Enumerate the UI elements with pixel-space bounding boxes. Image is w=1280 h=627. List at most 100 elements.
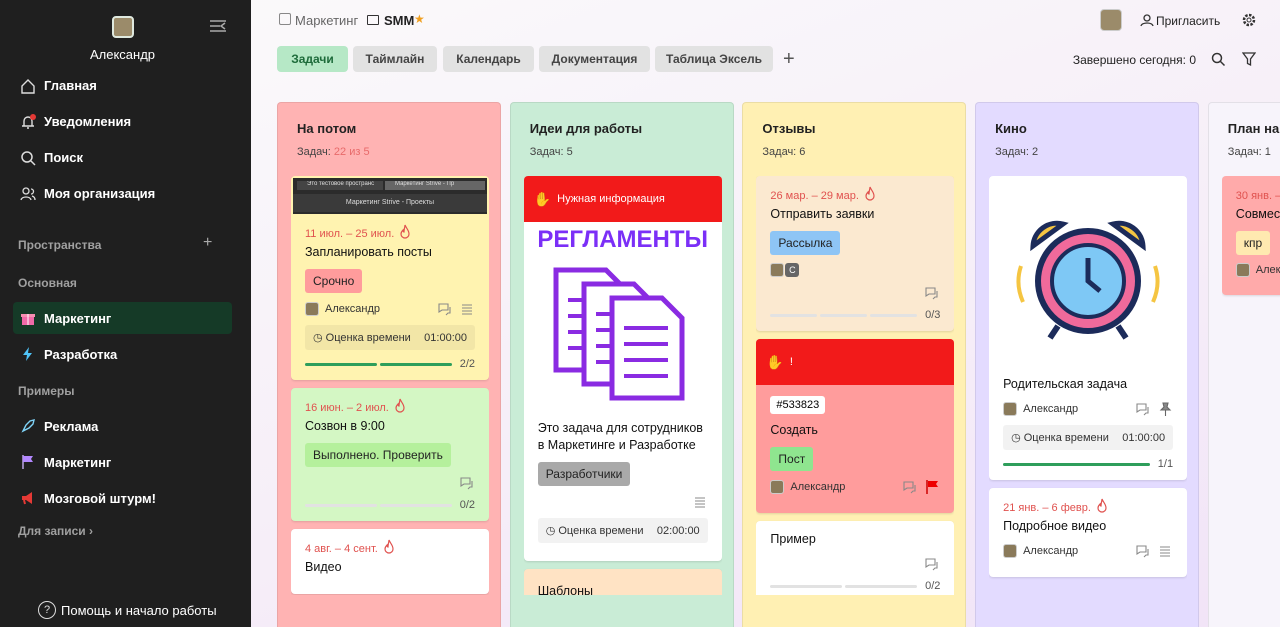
date-text: 30 янв. – [1235,190,1280,202]
column: На потом Задач: 22 из 5 Это тестовое прост… [277,102,501,627]
nav-icon-part [20,188,36,201]
clock-illustration [1016,220,1160,340]
task-card[interactable]: Шаблоны [523,569,722,595]
fire-icon-part [395,398,405,413]
tab[interactable]: Таблица Эксель [655,46,773,72]
records-link[interactable]: Для записи › [18,524,94,538]
user-avatar[interactable] [112,16,134,38]
column-title: План на н [1227,121,1280,136]
space-item[interactable]: Реклама [44,419,99,434]
date-text: 21 янв. – 6 февр. [1003,502,1091,514]
column: Отзывы Задач: 6 26 мар. – 29 мар. Отправить… [742,102,967,627]
card-body: Шаблоны [524,569,722,595]
fire-icon [384,539,394,554]
task-card[interactable]: Пример 0/2 [756,521,955,595]
card-screenshot: Это тестовое пространс Маркетинг Strive -… [293,178,487,214]
filter-icon[interactable] [1242,52,1256,67]
count-label: Задач: [762,146,797,158]
task-card[interactable]: 30 янв. – Совместн разработ кпр Алек [1221,176,1280,295]
tab[interactable]: Таймлайн [353,46,437,72]
favorite-star[interactable]: ★ [414,12,425,26]
task-card[interactable]: ✋ Нужная информация РЕГЛАМЕНТЫ Это задача д… [523,176,722,561]
tab[interactable]: Календарь [443,46,534,72]
task-card[interactable]: 21 янв. – 6 февр. Подробное видео Александ… [989,488,1188,577]
screenshot-tab: Маркетинг Strive - Пр [385,181,485,190]
space-item[interactable]: Маркетинг [44,455,112,470]
progress-segment [870,313,918,317]
card-image [989,176,1187,366]
progress-bar [305,362,452,366]
comment-icon [460,477,473,490]
fire-icon-part [400,224,410,239]
tab[interactable]: Документация [539,46,650,72]
card-assignee: Алек [1235,263,1280,277]
task-card[interactable]: 16 июн. – 2 июл. Созвон в 9:00 Выполнено. … [291,388,489,521]
comment-icon-part [1136,545,1147,556]
time-value: 01:00:00 [1122,431,1166,444]
illustration-part [1085,258,1102,293]
nav-item[interactable]: Главная [44,78,97,93]
card-avatars: С [770,263,940,277]
task-card[interactable]: Родительская задача Александр ◷ Оценка вре… [989,176,1188,480]
progress-segment [305,362,377,366]
nav-icon [21,79,35,94]
time-label-wrap: ◷ Оценка времени [1011,432,1109,444]
comment-icon-part [933,291,938,300]
task-card[interactable]: 4 авг. – 4 сент. Видео [291,529,489,594]
nav-item[interactable]: Моя организация [44,186,156,201]
card-tag: Пост [770,447,814,471]
comment-icon [925,287,938,300]
space-item[interactable]: Маркетинг [44,311,112,326]
task-card[interactable]: 26 мар. – 29 мар. Отправить заявки Рассылк… [756,176,955,331]
help-link[interactable]: Помощь и начало работы [61,603,217,618]
header-avatar[interactable] [1100,9,1122,31]
banner-text: ! [789,356,793,368]
progress-text: 0/2 [925,580,941,592]
breadcrumb-folder[interactable]: SMM [384,13,415,28]
add-tab[interactable]: + [783,48,795,70]
assignee-name: Александр [1023,403,1079,415]
card-body: 4 авг. – 4 сент. Видео [291,529,489,594]
card-body: #533823 Создать Пост Александр [756,385,954,513]
nav-item[interactable]: Уведомления [44,114,132,129]
search-icon[interactable] [1211,52,1226,67]
task-card[interactable]: Это тестовое пространс Маркетинг Strive -… [291,176,489,380]
nav-icon-part [22,187,30,195]
assignee-name: Алек [1255,264,1280,276]
card-progress: 0/3 [770,309,940,321]
screenshot-bar: Маркетинг Strive - Проекты [293,194,487,212]
assignee-name: Александр [1023,545,1079,557]
card-tag: Разработчики [537,462,631,486]
space-icon [22,455,33,469]
invite-icon [1140,14,1154,27]
card-progress: 2/2 [305,358,475,370]
list-icon [1160,546,1171,557]
task-card[interactable]: ✋! #533823 Создать Пост Александр [756,339,955,513]
tab[interactable]: Задачи [277,46,348,72]
sidebar: Александр Главная Уведомления Поиск Моя орг… [0,0,251,627]
nav-item[interactable]: Поиск [44,150,84,165]
space-icon [21,419,35,433]
card-title: Видео [305,560,342,574]
card-tag: Срочно [305,269,363,293]
invite-button[interactable]: Пригласить [1156,14,1221,28]
column-count: Задач: 2 [995,146,1038,158]
settings-icon[interactable] [1242,13,1256,27]
space-item[interactable]: Мозговой штурм! [44,491,156,506]
time-value: 01:00:00 [424,331,467,344]
column-count: Задач: 22 из 5 [297,146,370,158]
column-title: Идеи для работы [529,121,643,136]
comment-icon-part [460,477,471,488]
collapse-icon[interactable] [209,19,227,33]
add-space[interactable]: + [203,234,213,251]
comment-icon-part [903,481,914,492]
breadcrumb-space[interactable]: Маркетинг [295,13,359,28]
space-item[interactable]: Разработка [44,347,118,362]
comment-icon-part [933,562,938,571]
nav-icon-part [22,116,34,129]
illustration-part [1107,220,1146,252]
progress-text: 1/1 [1157,458,1174,470]
tag-wrap: Пост [770,447,940,479]
space-icon-part [23,499,26,505]
space-icon [22,492,32,505]
